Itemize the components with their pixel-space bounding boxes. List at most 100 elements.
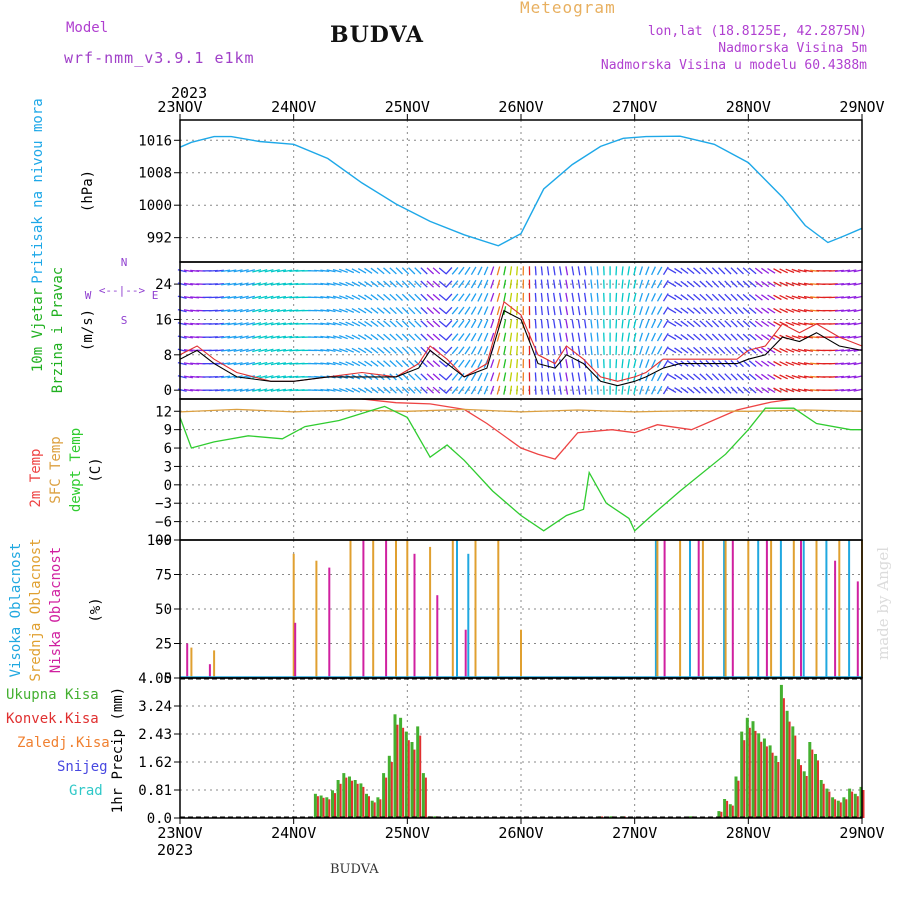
wind-arrow — [276, 269, 287, 273]
conv-precip-bar — [822, 783, 825, 818]
wind-arrow — [221, 322, 231, 326]
wind-arrow — [345, 361, 355, 366]
y-tick-label: 9 — [164, 423, 172, 439]
wind-arrow — [426, 293, 435, 301]
y-tick-label: 75 — [155, 568, 172, 584]
wind-arrow — [577, 279, 581, 289]
wind-arrow — [401, 346, 410, 355]
wind-arrow — [841, 322, 851, 326]
wind-arrow — [414, 306, 422, 315]
y-tick-label: 25 — [155, 637, 172, 653]
wind-arrow — [680, 307, 689, 314]
wind-arrow — [565, 319, 569, 329]
wind-arrow — [289, 309, 299, 312]
wind-arrow — [408, 293, 416, 301]
wind-arrow — [785, 361, 795, 366]
wind-arrow — [264, 375, 274, 379]
wind-arrow — [332, 268, 342, 273]
low-cloud-bar — [834, 560, 837, 678]
wind-arrow — [214, 389, 224, 392]
wind-arrow — [540, 385, 543, 395]
wind-arrow — [627, 359, 631, 369]
wind-arrow — [221, 309, 231, 312]
wind-arrow — [674, 307, 683, 314]
wind-arrow — [496, 385, 501, 395]
wind-arrow — [699, 373, 707, 381]
wind-arrow — [651, 385, 656, 395]
wind-arrow — [742, 386, 751, 394]
wind-arrow — [445, 267, 453, 275]
wind-arrow — [227, 362, 237, 366]
wind-arrow — [351, 387, 361, 393]
wind-arrow — [571, 306, 575, 316]
wind-arrow — [761, 334, 770, 341]
wind-arrow — [748, 307, 757, 314]
wind-arrow — [847, 269, 857, 273]
wind-arrow — [552, 292, 556, 302]
precip-legend-item: Konvek.Kisa — [6, 711, 99, 727]
wind-arrow — [559, 279, 562, 289]
wind-arrow — [639, 319, 644, 329]
wind-arrow — [370, 333, 379, 341]
wind-arrow — [264, 308, 274, 313]
wind-arrow — [724, 306, 732, 315]
wind-arrow — [426, 360, 435, 368]
wind-arrow — [414, 280, 422, 288]
wind-arrow — [699, 267, 707, 275]
wind-arrow — [252, 322, 262, 326]
wind-arrow — [389, 293, 397, 301]
wind-arrow — [214, 362, 224, 365]
wind-arrow — [773, 268, 782, 274]
wind-arrow — [686, 267, 695, 275]
wind-arrow — [283, 362, 293, 366]
wind-arrow — [483, 345, 489, 355]
wind-arrow — [458, 386, 465, 395]
wind-arrow — [438, 347, 447, 354]
wind-arrow — [332, 321, 342, 326]
wind-arrow — [674, 294, 683, 301]
wind-arrow — [351, 321, 361, 327]
wind-arrow — [590, 306, 593, 316]
wind-arrow — [791, 361, 801, 366]
wind-arrow — [761, 280, 770, 288]
wind-arrow — [656, 266, 663, 276]
conv-precip-bar — [794, 735, 797, 818]
wind-arrow — [754, 386, 763, 394]
wind-arrow — [785, 321, 795, 327]
wind-arrow — [395, 373, 403, 381]
wind-arrow — [338, 321, 348, 327]
conv-precip-bar — [817, 760, 819, 818]
wind-arrow — [615, 359, 618, 369]
wind-arrow — [227, 309, 237, 313]
wind-arrow — [464, 266, 471, 275]
wind-arrow — [841, 269, 851, 273]
wind-arrow — [754, 360, 763, 367]
wind-arrow — [370, 386, 379, 394]
wind-arrow — [577, 319, 581, 329]
wind-arrow — [227, 282, 237, 286]
wind-arrow — [534, 332, 537, 342]
wind-arrow — [370, 307, 379, 314]
y-tick-label: 1016 — [138, 133, 172, 149]
y-tick-label: 24 — [155, 277, 172, 293]
wind-arrow — [699, 346, 707, 354]
y-tick-label: 992 — [147, 231, 172, 247]
wind-arrow — [724, 293, 732, 301]
wind-arrow — [470, 279, 477, 289]
wind-arrow — [724, 280, 732, 288]
y-tick-label: 0 — [164, 383, 172, 399]
wind-arrow — [326, 269, 336, 273]
wind-arrow — [674, 347, 683, 354]
wind-arrow — [785, 387, 795, 393]
wind-arrow — [395, 267, 403, 275]
mid-cloud-bar — [190, 647, 193, 678]
wind-arrow — [742, 360, 751, 368]
wind-arrow — [338, 308, 348, 313]
wind-arrow — [651, 372, 656, 382]
wind-arrow — [414, 320, 422, 328]
low-cloud-bar — [856, 581, 859, 678]
wind-arrow — [779, 321, 788, 327]
wind-arrow — [490, 319, 495, 329]
wind-arrow — [490, 332, 495, 342]
total-precip-bar — [348, 776, 351, 818]
